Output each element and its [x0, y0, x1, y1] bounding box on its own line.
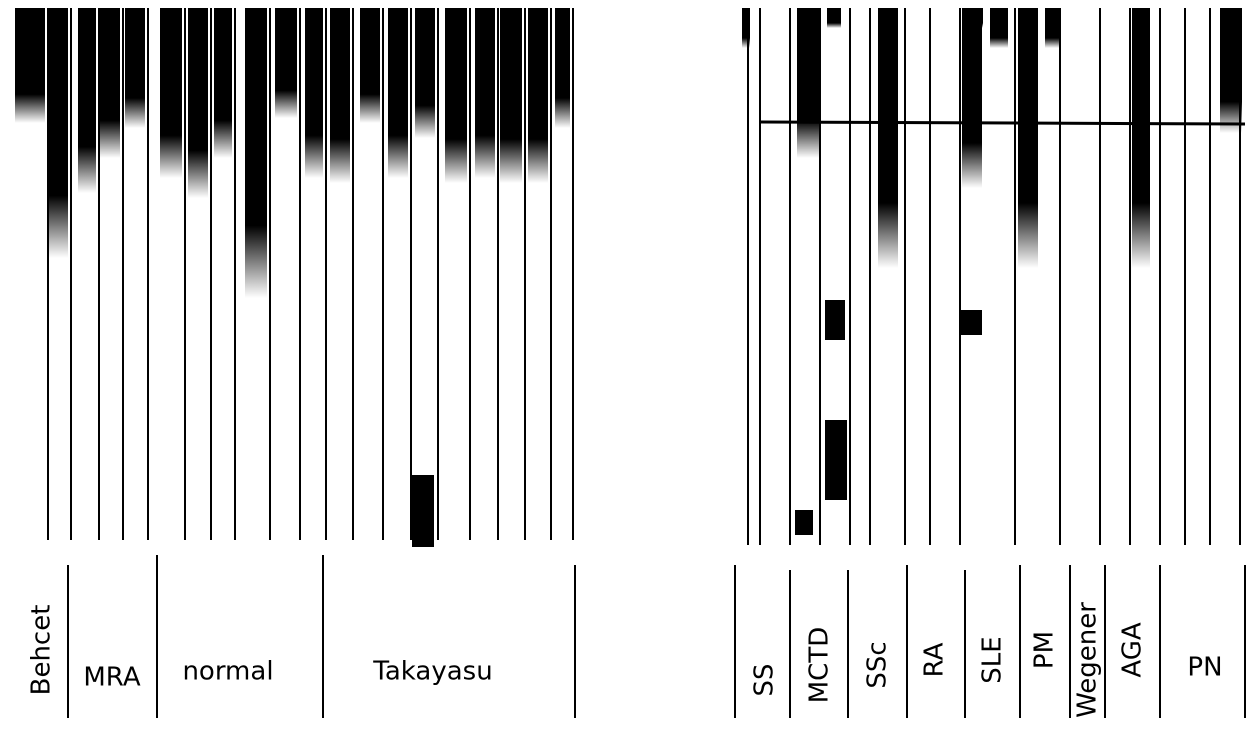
lane-label: SS — [750, 663, 780, 696]
blot-band — [305, 8, 323, 178]
blot-band — [975, 8, 983, 28]
blot-band — [48, 8, 68, 258]
blot-band — [878, 8, 898, 268]
lane-label: SLE — [978, 636, 1008, 683]
lane-label: normal — [182, 657, 273, 687]
blot-band — [15, 8, 45, 123]
lane-label: Wegener — [1073, 602, 1103, 718]
blot-image: Behcet MRA normal Takayasu SS MCTD SSc R… — [0, 0, 1252, 753]
lane-label: MCTD — [805, 627, 835, 704]
blot-band — [445, 8, 467, 183]
blot-band — [188, 8, 208, 198]
blot-band — [827, 8, 841, 28]
lane-label: PN — [1187, 653, 1222, 683]
blot-band — [555, 8, 570, 128]
blot-band — [415, 8, 435, 138]
blot-band — [125, 8, 145, 128]
blot-band — [275, 8, 297, 118]
blot-band — [960, 310, 982, 335]
blot-band — [500, 8, 522, 183]
blot-band — [360, 8, 380, 123]
lane-label: AGA — [1118, 622, 1148, 677]
blot-band — [1018, 8, 1038, 268]
lane-dividers — [68, 555, 1245, 718]
blot-band — [1220, 8, 1242, 133]
blot-band — [962, 8, 982, 188]
blot-band — [528, 8, 548, 183]
lane-label: SSc — [863, 641, 893, 688]
lane-label: Takayasu — [372, 657, 492, 687]
blot-band — [1045, 8, 1059, 48]
lane-label: Behcet — [27, 605, 57, 696]
blot-band — [78, 8, 96, 193]
blot-band — [990, 8, 1008, 48]
blot-band — [100, 8, 120, 158]
blot-band — [330, 8, 350, 183]
blot-band — [825, 420, 847, 500]
blot-band — [214, 8, 232, 158]
blot-band — [245, 8, 267, 298]
blot-band — [795, 510, 813, 535]
lane-label: RA — [920, 642, 950, 677]
blot-band — [475, 8, 495, 178]
blot-band — [160, 8, 182, 178]
blot-figure: Behcet MRA normal Takayasu SS MCTD SSc R… — [0, 0, 1252, 753]
blot-band — [412, 475, 434, 547]
lane-label: MRA — [83, 663, 140, 693]
blot-band — [797, 8, 821, 158]
blot-lanes — [15, 8, 1245, 547]
blot-band — [825, 300, 845, 340]
lane-label: PM — [1030, 631, 1060, 669]
blot-band — [760, 122, 1245, 124]
blot-band — [1132, 8, 1150, 268]
blot-band — [388, 8, 408, 178]
